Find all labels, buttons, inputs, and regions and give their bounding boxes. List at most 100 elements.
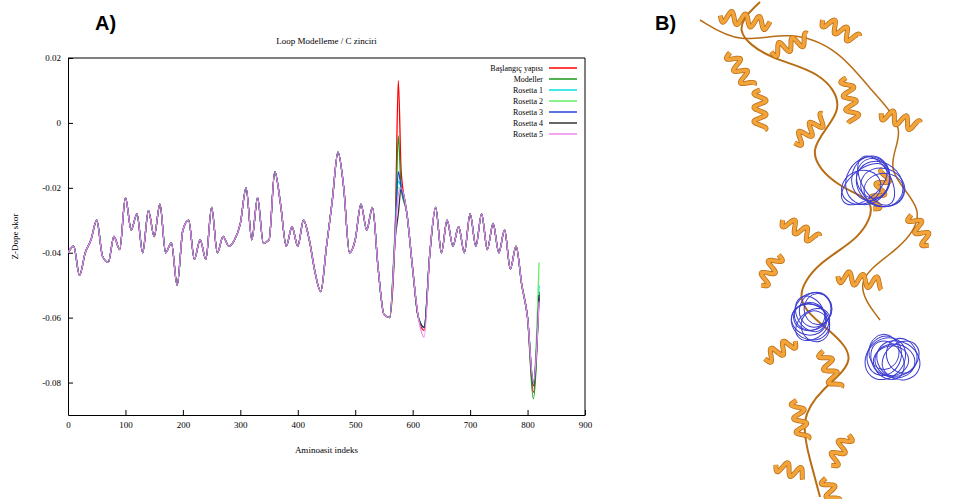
helix [822,20,860,41]
helix [791,400,809,439]
y-axis-title: Z-Dope skor [10,214,20,260]
tick-mark [68,123,73,124]
legend-label: Rosetta 4 [513,119,543,128]
tick-mark [240,410,241,415]
tick-label: -0.06 [42,313,61,323]
tick-label: 0 [57,118,62,128]
density-mesh [785,297,837,347]
tick-mark [68,188,73,189]
frame-top [68,58,585,59]
tick-label: 400 [292,420,306,430]
tick-label: 0 [66,420,71,430]
tick-label: 0.02 [45,53,61,63]
helix [726,53,754,85]
tick: 0 [57,118,74,128]
legend-swatch [549,100,577,102]
tick: -0.02 [42,183,73,193]
helix [838,272,881,290]
legend-swatch [549,78,577,80]
helix [819,351,842,387]
density-mesh [870,333,927,388]
density-mesh [789,302,836,347]
helix [822,20,860,41]
series-line [68,152,539,382]
y-axis: -0.08 -0.06 -0.04 -0.02 0 0.02 [42,53,73,415]
helix [720,12,770,30]
plot-a: Loop Modelleme / C zinciri01002003004005… [10,36,593,455]
density-mesh [882,334,922,377]
series-line [68,152,539,382]
helix [881,111,920,130]
density-mesh [850,150,902,212]
helix [761,255,782,286]
x-axis-title: Aminoasit indeks [295,445,359,455]
legend-label: Rosetta 5 [513,130,543,139]
series-lines [68,81,539,399]
tick-label: -0.02 [42,183,61,193]
helix [754,90,766,130]
helix [908,215,929,246]
density-mesh [875,334,926,384]
legend-label: Rosetta 3 [513,108,543,117]
series-line [68,81,539,393]
density-mesh [834,156,894,213]
helix [841,78,859,123]
density-mesh [853,156,893,201]
legend-label: Rosetta 1 [513,86,543,95]
legend-label: Rosetta 2 [513,97,543,106]
legend: Başlangıç yapısı Modeller Rosetta 1 Rosetta… [490,64,577,139]
helix [771,33,807,56]
helix [720,12,770,30]
tick-label: -0.08 [42,378,61,388]
tick-label: 300 [234,420,248,430]
tick: 800 [521,410,535,430]
helix [782,220,820,241]
helix [841,78,859,123]
legend-label: Başlangıç yapısı [490,64,543,73]
tick-mark [183,410,184,415]
helix [771,33,807,56]
tick-mark [413,410,414,415]
tick-mark [68,253,73,254]
tick-label: 500 [349,420,363,430]
helix [795,113,823,145]
tick-label: -0.04 [42,248,61,258]
tick-mark [68,383,73,384]
helix [819,351,842,387]
panel-letter: B) [655,12,676,34]
density-mesh [791,300,827,333]
helix [795,113,823,145]
series-line [68,136,539,399]
tick-mark [470,410,471,415]
tick: 700 [464,410,478,430]
tick-mark [125,410,126,415]
series-line [68,152,539,386]
tick: 600 [406,410,420,430]
tick-label: 600 [406,420,420,430]
legend-label: Modeller [514,75,544,84]
tick: 100 [119,410,133,430]
helix [821,478,840,499]
structure [700,2,929,499]
tick: 400 [292,410,306,430]
coil [741,2,870,497]
helix [776,463,803,480]
tick: 200 [177,410,191,430]
density-mesh [797,307,834,346]
tick-mark [68,318,73,319]
helix [838,272,881,290]
series-line [68,152,539,382]
helix [765,341,796,362]
tick-label: 800 [521,420,535,430]
density-mesh [857,329,914,387]
helix [821,478,840,499]
tick: -0.08 [42,378,73,388]
tick-label: 700 [464,420,478,430]
helix [765,341,796,362]
density-mesh [837,149,898,213]
tick: 500 [349,410,363,430]
series-line [68,152,539,382]
tick: 300 [234,410,248,430]
tick-label: 100 [119,420,133,430]
tick-mark [528,410,529,415]
